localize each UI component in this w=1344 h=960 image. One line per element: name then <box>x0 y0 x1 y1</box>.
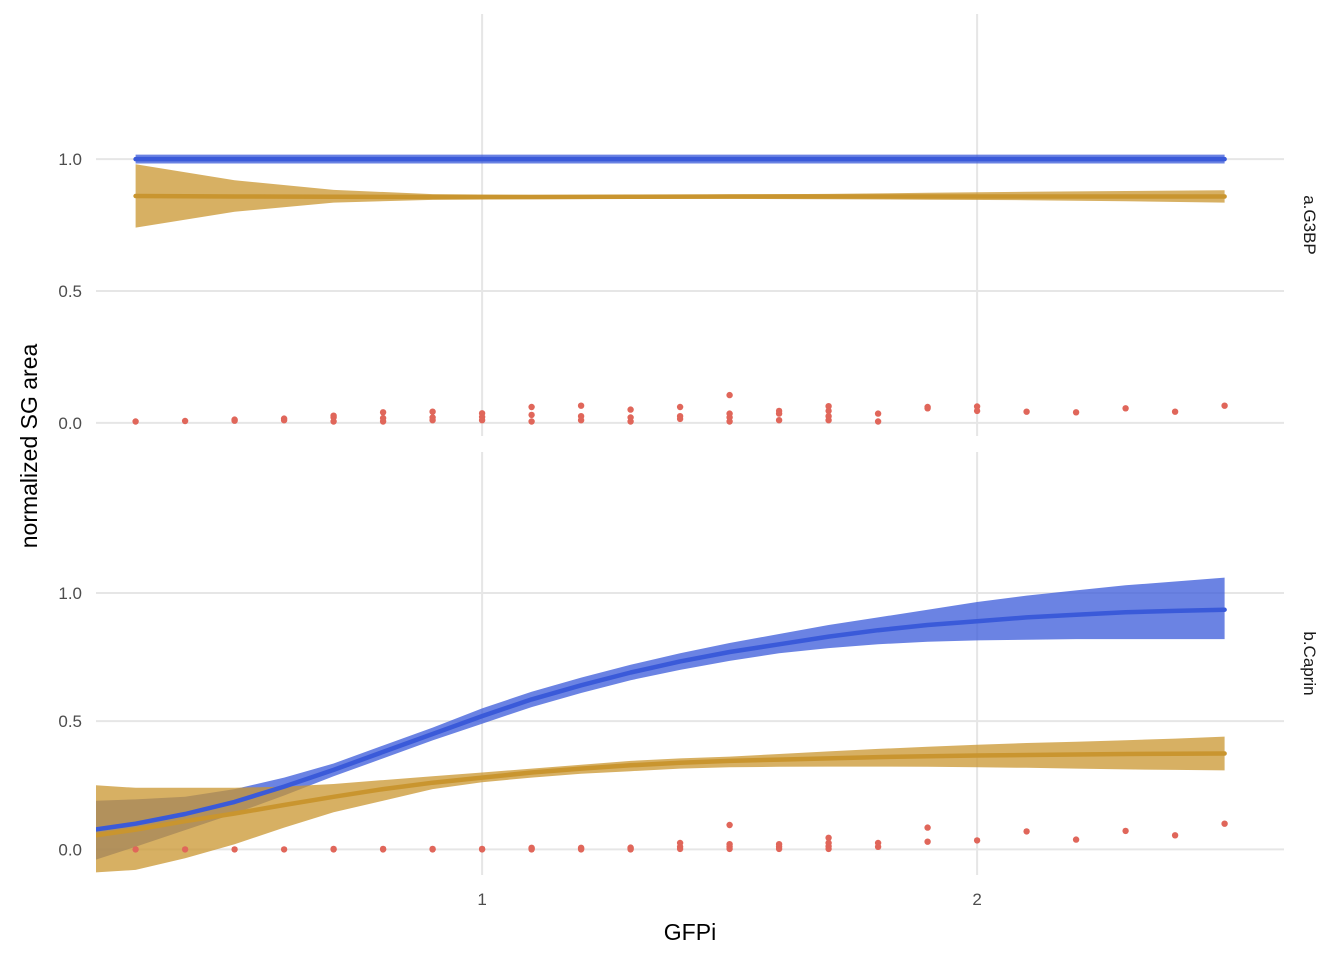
data-point <box>775 417 783 424</box>
data-point <box>973 407 981 415</box>
data-point <box>874 418 882 425</box>
data-point <box>924 824 931 831</box>
data-point <box>528 844 535 851</box>
data-point <box>1072 409 1080 416</box>
data-point <box>726 410 733 417</box>
data-point <box>132 846 139 853</box>
facet-panel-2: 0.0 0.5 1.0 b.Caprin 1 2 <box>58 452 1319 909</box>
data-point <box>924 403 931 411</box>
data-point <box>528 403 535 411</box>
data-point <box>775 407 783 415</box>
data-point <box>478 845 486 853</box>
data-point <box>379 845 387 853</box>
data-point <box>280 846 288 853</box>
fit-line-gold <box>133 193 1227 200</box>
data-point <box>1171 408 1179 415</box>
data-point <box>1221 402 1228 409</box>
x-axis-title: GFPi <box>664 919 716 945</box>
y-tick-label: 0.0 <box>58 414 82 433</box>
facet-strip-label: a.G3BP <box>1300 195 1319 255</box>
data-point <box>528 418 535 425</box>
facet-panels: 0.0 0.5 1.0 a.G3BP 0.0 0.5 1.0 b.Caprin 1 2 <box>58 14 1319 909</box>
data-point <box>379 409 387 416</box>
plot-area <box>132 154 1228 425</box>
data-point <box>627 844 634 851</box>
data-point <box>825 403 832 410</box>
data-point <box>825 407 832 415</box>
data-point <box>231 416 238 423</box>
confidence-band-blue <box>96 577 1225 860</box>
y-tick-label: 0.5 <box>58 282 82 301</box>
data-point <box>280 415 288 422</box>
data-point <box>973 403 981 410</box>
data-point <box>874 410 882 417</box>
data-point <box>132 418 139 425</box>
facet-panel-1: 0.0 0.5 1.0 a.G3BP <box>58 14 1319 436</box>
data-point <box>676 413 684 420</box>
data-point <box>231 846 238 853</box>
data-point <box>1171 832 1179 839</box>
fit-line-blue <box>96 607 1227 832</box>
data-point <box>874 839 882 847</box>
data-point <box>1122 827 1129 835</box>
data-point <box>1072 836 1080 843</box>
data-point <box>627 406 634 413</box>
data-point <box>1023 828 1030 835</box>
data-point <box>379 414 387 422</box>
data-point <box>825 834 832 841</box>
data-point <box>825 413 832 420</box>
x-tick-label: 1 <box>477 890 486 909</box>
data-point <box>627 414 634 421</box>
data-point <box>1221 820 1228 827</box>
y-axis-title: normalized SG area <box>16 344 42 549</box>
facet-strip-label: b.Caprin <box>1300 631 1319 695</box>
data-point <box>429 414 436 421</box>
y-tick-label: 0.0 <box>58 840 82 859</box>
data-point <box>528 411 535 419</box>
data-point <box>775 841 783 848</box>
y-tick-label: 1.0 <box>58 584 82 603</box>
data-point <box>726 841 733 848</box>
data-point <box>330 412 337 419</box>
data-point <box>676 403 684 411</box>
data-point <box>726 821 733 829</box>
data-point <box>429 408 436 415</box>
data-point <box>973 837 981 844</box>
data-point <box>577 402 585 409</box>
data-point <box>825 839 832 847</box>
data-point <box>330 845 337 853</box>
x-tick-label: 2 <box>972 890 981 909</box>
plot-area <box>96 577 1228 873</box>
data-point <box>429 845 436 853</box>
data-point <box>478 410 486 417</box>
data-point <box>1122 405 1129 412</box>
fit-line-gold <box>96 751 1227 838</box>
data-point <box>577 413 585 420</box>
data-point <box>577 844 585 851</box>
y-tick-label: 1.0 <box>58 150 82 169</box>
data-point <box>1023 408 1030 415</box>
data-point <box>924 838 931 845</box>
data-point <box>726 391 733 399</box>
y-tick-label: 0.5 <box>58 712 82 731</box>
data-point <box>181 417 189 425</box>
data-point <box>181 846 189 853</box>
data-point <box>676 839 684 847</box>
confidence-band-gold <box>96 736 1225 873</box>
